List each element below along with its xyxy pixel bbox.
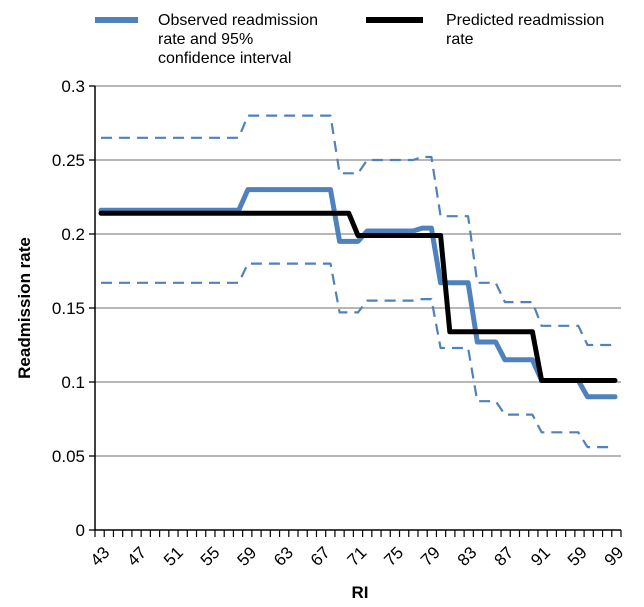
legend-label-line: rate and 95% — [158, 31, 253, 48]
y-tick-label: 0.05 — [52, 447, 85, 466]
x-tick-label: 71 — [344, 543, 371, 570]
x-tick-label: 63 — [270, 543, 297, 570]
x-tick-label: 43 — [87, 543, 114, 570]
axes: 0 0.05 0.1 0.15 0.2 0.25 0.3 43 47 51 55 59 63 67 71 75… — [52, 77, 628, 570]
observed-lower-ci-line — [101, 262, 615, 449]
y-tick-label: 0.3 — [61, 77, 85, 96]
observed-rate-line — [98, 187, 618, 400]
y-tick-label: 0.15 — [52, 299, 85, 318]
x-tick-label: 47 — [123, 543, 150, 570]
y-axis-title: Readmission rate — [15, 237, 34, 379]
x-axis-title: RI — [352, 583, 369, 602]
x-tick-label: 83 — [454, 543, 481, 570]
y-tick-label: 0.25 — [52, 151, 85, 170]
x-tick-label: 91 — [527, 543, 554, 570]
x-tick-label: 59 — [564, 543, 591, 570]
y-tick-label: 0 — [76, 521, 85, 540]
legend-label-line: Observed readmission — [158, 12, 318, 29]
legend-label-line: confidence interval — [158, 50, 291, 67]
legend-label-predicted: Predicted readmission rate — [446, 12, 604, 48]
gridlines — [95, 85, 621, 457]
predicted-rate-line — [98, 210, 618, 383]
x-tick-label: 51 — [160, 543, 187, 570]
legend-label-line: Predicted readmission — [446, 12, 604, 29]
legend: Observed readmission rate and 95% confiden… — [95, 12, 604, 67]
x-tick-label: 59 — [233, 543, 260, 570]
x-tick-label: 67 — [307, 543, 334, 570]
x-tick-label: 75 — [380, 543, 407, 570]
legend-label-line: rate — [446, 31, 474, 48]
x-tick-label: 87 — [490, 543, 517, 570]
y-tick-label: 0.2 — [61, 225, 85, 244]
x-tick-label: 79 — [417, 543, 444, 570]
observed-upper-ci-line — [101, 114, 615, 347]
series — [98, 114, 618, 449]
x-tick-label: 99 — [601, 543, 628, 570]
x-tick-label: 55 — [197, 543, 224, 570]
y-tick-label: 0.1 — [61, 373, 85, 392]
legend-label-observed: Observed readmission rate and 95% confiden… — [158, 12, 318, 67]
